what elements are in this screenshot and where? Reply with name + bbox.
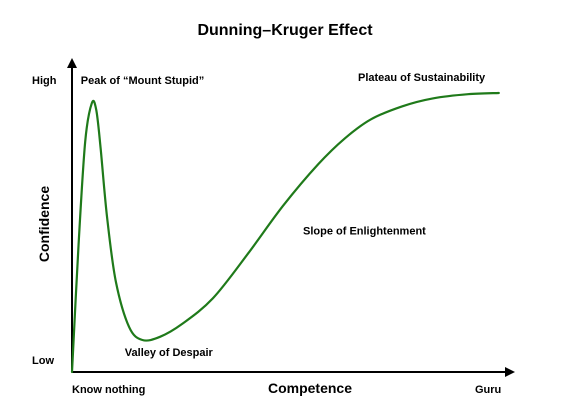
chart-title: Dunning–Kruger Effect xyxy=(197,22,373,39)
x-tick-know-nothing: Know nothing xyxy=(72,384,145,396)
annotation-plateau-of-sustainability: Plateau of Sustainability xyxy=(358,72,486,84)
y-tick-low: Low xyxy=(32,355,54,367)
annotation-peak-mount-stupid: Peak of “Mount Stupid” xyxy=(81,75,204,87)
annotation-valley-of-despair: Valley of Despair xyxy=(125,347,214,359)
x-axis-title: Competence xyxy=(268,380,352,396)
y-tick-high: High xyxy=(32,75,57,87)
annotation-slope-of-enlightenment: Slope of Enlightenment xyxy=(303,225,426,237)
x-tick-guru: Guru xyxy=(475,384,501,396)
y-axis-title: Confidence xyxy=(36,186,52,262)
confidence-curve xyxy=(70,91,500,374)
